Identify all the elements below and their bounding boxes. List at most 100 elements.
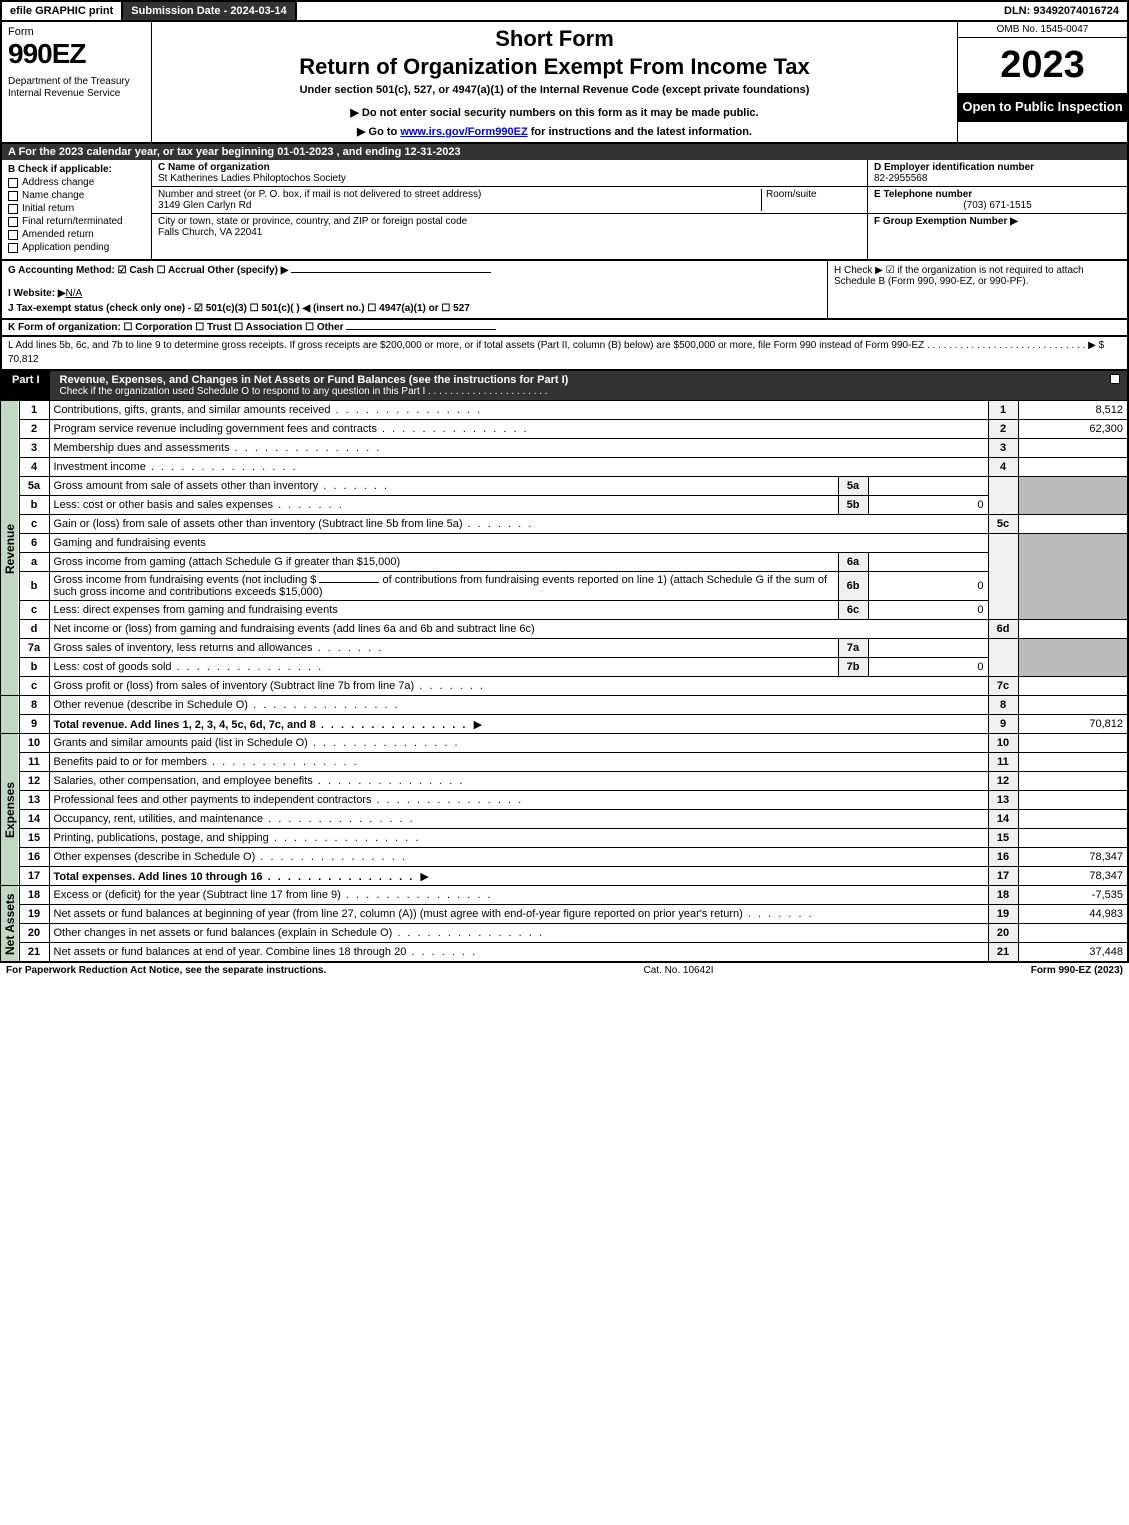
title-main: Return of Organization Exempt From Incom… bbox=[158, 54, 951, 80]
line-desc: Net assets or fund balances at beginning… bbox=[49, 905, 988, 924]
chk-initial-return[interactable]: Initial return bbox=[8, 203, 145, 214]
efile-print-label[interactable]: efile GRAPHIC print bbox=[2, 2, 123, 20]
grey-cell bbox=[1018, 534, 1128, 620]
table-row: 17 Total expenses. Add lines 10 through … bbox=[1, 867, 1128, 886]
chk-label: Final return/terminated bbox=[22, 216, 123, 227]
line-mnum: 5b bbox=[838, 496, 868, 515]
website-label: I Website: ▶ bbox=[8, 288, 66, 299]
table-row: 11 Benefits paid to or for members 11 bbox=[1, 753, 1128, 772]
line-rnum: 8 bbox=[988, 696, 1018, 715]
section-c: C Name of organization St Katherines Lad… bbox=[152, 160, 867, 259]
line-value bbox=[1018, 734, 1128, 753]
line-rnum: 10 bbox=[988, 734, 1018, 753]
line-rnum: 6d bbox=[988, 620, 1018, 639]
tax-year: 2023 bbox=[958, 38, 1127, 93]
line-num: 11 bbox=[19, 753, 49, 772]
line-rnum: 21 bbox=[988, 943, 1018, 962]
line-num: 10 bbox=[19, 734, 49, 753]
table-row: b Less: cost of goods sold 7b 0 bbox=[1, 658, 1128, 677]
table-row: 21 Net assets or fund balances at end of… bbox=[1, 943, 1128, 962]
line-value bbox=[1018, 696, 1128, 715]
line-mnum: 6a bbox=[838, 553, 868, 572]
line-mval bbox=[868, 639, 988, 658]
accounting-method: G Accounting Method: ☑ Cash ☐ Accrual Ot… bbox=[8, 265, 821, 276]
section-bcdef: B Check if applicable: Address change Na… bbox=[0, 160, 1129, 261]
street-label: Number and street (or P. O. box, if mail… bbox=[158, 189, 481, 200]
line-desc: Grants and similar amounts paid (list in… bbox=[49, 734, 988, 753]
line-value bbox=[1018, 753, 1128, 772]
table-row: c Less: direct expenses from gaming and … bbox=[1, 601, 1128, 620]
line-desc: Total expenses. Add lines 10 through 16 … bbox=[49, 867, 988, 886]
line-rnum: 9 bbox=[988, 715, 1018, 734]
line-value: 78,347 bbox=[1018, 867, 1128, 886]
checkbox-icon bbox=[8, 230, 18, 240]
f-label: F Group Exemption Number ▶ bbox=[874, 216, 1018, 227]
line-desc: Less: direct expenses from gaming and fu… bbox=[49, 601, 838, 620]
paperwork-notice: For Paperwork Reduction Act Notice, see … bbox=[6, 965, 326, 976]
omb-number: OMB No. 1545-0047 bbox=[958, 22, 1127, 38]
line-mval bbox=[868, 553, 988, 572]
line-value bbox=[1018, 515, 1128, 534]
line-desc: Net assets or fund balances at end of ye… bbox=[49, 943, 988, 962]
org-name: St Katherines Ladies Philoptochos Societ… bbox=[158, 173, 346, 184]
chk-final-return[interactable]: Final return/terminated bbox=[8, 216, 145, 227]
checkbox-icon: ✓ bbox=[1110, 374, 1120, 384]
chk-application-pending[interactable]: Application pending bbox=[8, 242, 145, 253]
line-rnum: 16 bbox=[988, 848, 1018, 867]
line-desc: Gross amount from sale of assets other t… bbox=[49, 477, 838, 496]
line-value: 62,300 bbox=[1018, 420, 1128, 439]
phone-value: (703) 671-1515 bbox=[874, 200, 1121, 211]
table-row: Revenue 1 Contributions, gifts, grants, … bbox=[1, 401, 1128, 420]
blank-input[interactable] bbox=[319, 582, 379, 583]
line-value bbox=[1018, 829, 1128, 848]
part-1-checkbox[interactable]: ✓ bbox=[1102, 371, 1127, 400]
line-num: 4 bbox=[19, 458, 49, 477]
line-mval: 0 bbox=[868, 572, 988, 601]
line-value: 78,347 bbox=[1018, 848, 1128, 867]
row-k-org-form: K Form of organization: ☐ Corporation ☐ … bbox=[0, 320, 1129, 337]
line-desc: Gross sales of inventory, less returns a… bbox=[49, 639, 838, 658]
line-rnum: 4 bbox=[988, 458, 1018, 477]
line-value: 70,812 bbox=[1018, 715, 1128, 734]
line-rnum: 15 bbox=[988, 829, 1018, 848]
line-num: 3 bbox=[19, 439, 49, 458]
line-desc: Other changes in net assets or fund bala… bbox=[49, 924, 988, 943]
chk-label: Address change bbox=[22, 177, 94, 188]
line-rnum: 2 bbox=[988, 420, 1018, 439]
section-ghij: G Accounting Method: ☑ Cash ☐ Accrual Ot… bbox=[0, 261, 1129, 320]
line-value: 44,983 bbox=[1018, 905, 1128, 924]
line-mval bbox=[868, 477, 988, 496]
table-row: 4 Investment income 4 bbox=[1, 458, 1128, 477]
page-footer: For Paperwork Reduction Act Notice, see … bbox=[0, 962, 1129, 978]
line-rnum: 11 bbox=[988, 753, 1018, 772]
line-num: c bbox=[19, 677, 49, 696]
part-1-header: Part I Revenue, Expenses, and Changes in… bbox=[0, 371, 1129, 400]
section-h: H Check ▶ ☑ if the organization is not r… bbox=[827, 261, 1127, 318]
chk-address-change[interactable]: Address change bbox=[8, 177, 145, 188]
line-num: c bbox=[19, 601, 49, 620]
chk-amended-return[interactable]: Amended return bbox=[8, 229, 145, 240]
chk-name-change[interactable]: Name change bbox=[8, 190, 145, 201]
table-row: 8 Other revenue (describe in Schedule O)… bbox=[1, 696, 1128, 715]
line-desc: Contributions, gifts, grants, and simila… bbox=[49, 401, 988, 420]
table-row: 2 Program service revenue including gove… bbox=[1, 420, 1128, 439]
irs-link[interactable]: www.irs.gov/Form990EZ bbox=[400, 126, 527, 138]
table-row: 5a Gross amount from sale of assets othe… bbox=[1, 477, 1128, 496]
checkbox-icon bbox=[8, 217, 18, 227]
line-mval: 0 bbox=[868, 601, 988, 620]
checkbox-icon bbox=[8, 204, 18, 214]
table-row: 13 Professional fees and other payments … bbox=[1, 791, 1128, 810]
line-desc: Program service revenue including govern… bbox=[49, 420, 988, 439]
line-value bbox=[1018, 620, 1128, 639]
website-value: N/A bbox=[66, 288, 83, 299]
part-1-subtitle: Check if the organization used Schedule … bbox=[60, 386, 1092, 397]
h-schedule-b: H Check ▶ ☑ if the organization is not r… bbox=[834, 265, 1084, 287]
open-to-public: Open to Public Inspection bbox=[958, 93, 1127, 122]
line-desc: Professional fees and other payments to … bbox=[49, 791, 988, 810]
line-rnum: 17 bbox=[988, 867, 1018, 886]
line-num: 2 bbox=[19, 420, 49, 439]
line-mnum: 7a bbox=[838, 639, 868, 658]
table-row: b Gross income from fundraising events (… bbox=[1, 572, 1128, 601]
header-center: Short Form Return of Organization Exempt… bbox=[152, 22, 957, 142]
d-label: D Employer identification number bbox=[874, 162, 1034, 173]
